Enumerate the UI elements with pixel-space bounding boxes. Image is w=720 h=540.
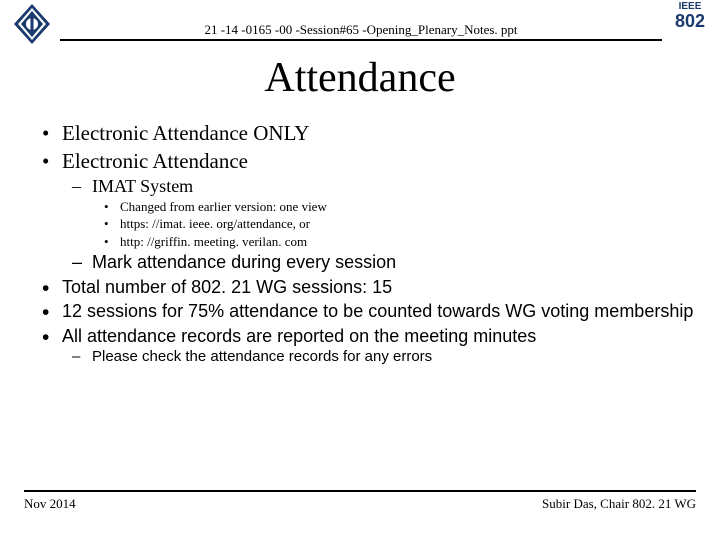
bullet-all-records: All attendance records are reported on t…: [62, 325, 696, 367]
bullet-electronic-text: Electronic Attendance: [62, 149, 248, 173]
slide-header: 21 -14 -0165 -00 -Session#65 -Opening_Pl…: [0, 0, 720, 48]
bullet-mark-attendance: Mark attendance during every session: [92, 251, 696, 274]
bullet-imat-text: IMAT System: [92, 176, 193, 196]
slide-footer: Nov 2014 Subir Das, Chair 802. 21 WG: [24, 490, 696, 512]
slide-title: Attendance: [0, 54, 720, 102]
bullet-electronic-only: Electronic Attendance ONLY: [62, 120, 696, 146]
footer-author: Subir Das, Chair 802. 21 WG: [542, 496, 696, 512]
header-filename: 21 -14 -0165 -00 -Session#65 -Opening_Pl…: [60, 22, 662, 41]
ieee802-bottom-text: 802: [668, 12, 712, 30]
bullet-griffin-url: http: //griffin. meeting. verilan. com: [120, 233, 696, 251]
bullet-changed: Changed from earlier version: one view: [120, 198, 696, 216]
bullet-all-records-text: All attendance records are reported on t…: [62, 326, 536, 346]
bullet-please-check: Please check the attendance records for …: [92, 347, 696, 367]
ieee-logo-icon: [10, 2, 54, 46]
bullet-imat: IMAT System Changed from earlier version…: [92, 175, 696, 251]
footer-date: Nov 2014: [24, 496, 76, 512]
bullet-electronic: Electronic Attendance IMAT System Change…: [62, 148, 696, 274]
slide-content: Electronic Attendance ONLY Electronic At…: [0, 120, 720, 367]
bullet-75pct: 12 sessions for 75% attendance to be cou…: [62, 300, 696, 323]
ieee-802-logo-icon: IEEE 802: [668, 2, 712, 42]
bullet-total-sessions: Total number of 802. 21 WG sessions: 15: [62, 276, 696, 299]
bullet-imat-url: https: //imat. ieee. org/attendance, or: [120, 215, 696, 233]
